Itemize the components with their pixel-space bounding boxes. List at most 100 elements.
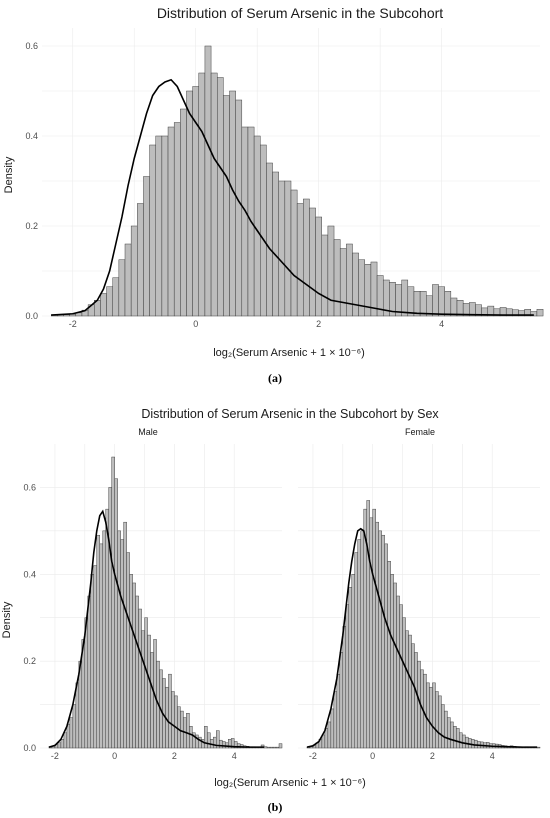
- female-facet-x-tick-label: 0: [370, 751, 375, 761]
- panel-a-histogram-bar: [155, 135, 163, 317]
- male-facet-histogram-bar: [216, 730, 220, 749]
- panel-a-x-tick-label: -2: [69, 319, 77, 329]
- panel-a-histogram-bar: [210, 72, 218, 317]
- male-facet-histogram-bar: [120, 539, 124, 749]
- panel-a-chart: Distribution of Serum Arsenic in the Sub…: [3, 5, 544, 385]
- female-facet-histogram-bar: [384, 543, 388, 749]
- female-facet-x-tick-label: 4: [490, 751, 495, 761]
- panel-b-y-axis-label: Density: [1, 601, 13, 638]
- panel-a-histogram-bar: [266, 162, 273, 317]
- female-facet-histogram-bar: [471, 739, 475, 749]
- female-facet-histogram-bar: [399, 604, 403, 749]
- female-facet-histogram-bar: [396, 595, 400, 749]
- male-facet-histogram-bar: [266, 746, 271, 749]
- panel-b-title: Distribution of Serum Arsenic in the Sub…: [141, 407, 439, 421]
- male-facet-histogram-bar: [117, 530, 121, 749]
- panel-a-histogram-bar: [346, 243, 353, 317]
- panel-a-histogram-bar: [432, 284, 439, 317]
- panel-a-histogram-bar: [438, 286, 445, 317]
- panel-a-histogram-bar: [173, 122, 181, 317]
- male-facet-histogram-bar: [132, 582, 136, 749]
- panel-a-histogram-bar: [198, 72, 206, 317]
- male-facet-histogram-bar: [129, 574, 133, 749]
- panel-a-histogram-bar: [137, 203, 144, 317]
- male-facet-y-tick-label: 0.0: [23, 743, 36, 753]
- male-facet-histogram-bar: [278, 743, 283, 749]
- male-facet-histogram-bar: [69, 717, 74, 749]
- female-facet-histogram-bar: [354, 552, 358, 749]
- panel-a-histogram-bar: [106, 286, 113, 317]
- female-facet-histogram-bar: [414, 652, 418, 749]
- panel-a-histogram-bar: [186, 90, 193, 317]
- panel-a-histogram-bar: [352, 252, 359, 317]
- panel-a-histogram-bar: [192, 86, 200, 317]
- male-facet-histogram-bar: [135, 595, 139, 749]
- male-facet-histogram-bar: [57, 742, 62, 749]
- male-facet-histogram-bar: [141, 630, 145, 749]
- female-facet-histogram-bar: [393, 582, 397, 749]
- panel-a-histogram-bar: [444, 291, 452, 317]
- female-facet-histogram-bar: [375, 521, 379, 749]
- male-facet-y-tick-label: 0.6: [23, 482, 36, 492]
- female-facet-histogram-bar: [441, 704, 445, 749]
- male-facet-y-tick-label: 0.2: [23, 656, 36, 666]
- female-facet-histogram-bar: [330, 708, 335, 749]
- female-facet-density-curve: [306, 527, 538, 748]
- panel-a-histogram-bar: [358, 259, 366, 317]
- female-facet-histogram-bar: [536, 746, 541, 749]
- male-facet-histogram-bar: [123, 521, 127, 749]
- male-facet-x-tick-label: -2: [51, 751, 59, 761]
- panel-a-histogram-bar: [204, 45, 212, 317]
- male-facet-histogram-bar: [171, 691, 175, 749]
- panel-a-x-tick-label: 0: [193, 319, 198, 329]
- male-facet-histogram-bar: [126, 552, 130, 749]
- panel-a-histogram-bar: [290, 189, 298, 317]
- male-facet-histogram-bar: [138, 608, 142, 749]
- female-facet-histogram-bar: [429, 686, 433, 749]
- panel-a-histogram-bar: [364, 264, 372, 317]
- panel-a-histogram-bar: [278, 180, 286, 317]
- panel-a-y-tick-label: 0.2: [25, 221, 38, 231]
- panel-a-histogram-bar: [303, 198, 310, 317]
- panel-a-x-axis-label: log₂(Serum Arsenic + 1 × 10⁻⁶): [213, 347, 365, 359]
- female-facet-histogram-bar: [408, 634, 412, 749]
- panel-a-density-curve: [51, 78, 534, 316]
- female-facet-histogram-bar: [327, 721, 332, 749]
- female-facet-histogram-bar: [435, 691, 439, 749]
- female-facet-histogram-bar: [411, 643, 415, 749]
- panel-a-histogram-bar: [167, 126, 175, 317]
- panel-a-histogram-bar: [180, 108, 187, 317]
- panel-a-histogram-bar: [315, 216, 322, 317]
- male-facet-histogram-bar: [177, 706, 181, 749]
- panel-a-histogram-bar: [223, 95, 230, 317]
- male-facet-histogram-bar: [168, 673, 172, 749]
- female-facet-histogram-bar: [372, 508, 376, 749]
- male-facet-histogram-bar: [269, 746, 274, 749]
- panel-a-histogram-bar: [450, 297, 458, 317]
- panel-a-bars: [50, 45, 544, 317]
- panel-a-histogram-bar: [161, 135, 169, 317]
- panel-a-histogram-bar: [100, 293, 107, 317]
- panel-a-y-tick-label: 0.6: [25, 41, 38, 51]
- panel-a-histogram-bar: [235, 99, 243, 317]
- panel-a-histogram-bar: [296, 203, 304, 317]
- female-facet-histogram-bar: [402, 617, 406, 749]
- female-facet-x-tick-label: -2: [309, 751, 317, 761]
- male-facet-histogram-bar: [114, 478, 118, 749]
- panel-a-histogram-bar: [327, 225, 335, 317]
- panel-a-caption: (a): [268, 371, 282, 385]
- male-facet-x-tick-label: 4: [232, 751, 237, 761]
- panel-b-chart: Distribution of Serum Arsenic in the Sub…: [1, 407, 541, 814]
- panel-a-histogram-bar: [130, 225, 138, 317]
- panel-a-histogram-bar: [321, 234, 329, 317]
- panel-a-histogram-bar: [118, 259, 126, 317]
- panel-b-x-axis-label: log₂(Serum Arsenic + 1 × 10⁻⁶): [214, 777, 366, 789]
- female-facet-histogram-bar: [348, 587, 353, 749]
- female-facet-histogram-bar: [345, 604, 350, 749]
- female-facet-histogram-bar: [390, 574, 394, 749]
- panel-a-histogram-bar: [456, 300, 464, 317]
- panel-a-ticks: -2 0 2 4 0.0 0.2 0.4 0.6: [25, 41, 444, 329]
- male-facet-histogram-bar: [186, 713, 190, 749]
- male-facet-x-tick-label: 2: [172, 751, 177, 761]
- male-facet-histogram-bar: [144, 617, 148, 749]
